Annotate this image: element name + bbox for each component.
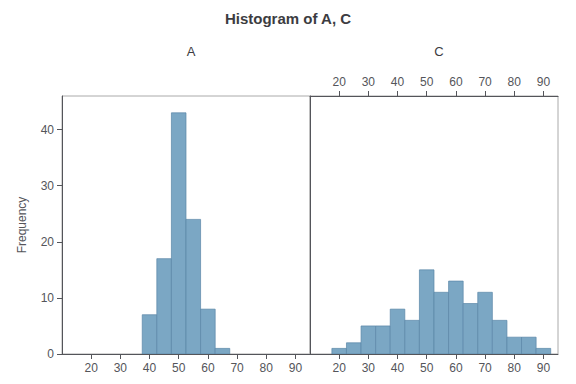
svg-text:40: 40 [391,75,405,89]
svg-text:70: 70 [230,361,244,375]
svg-text:30: 30 [362,75,376,89]
svg-text:50: 50 [420,361,434,375]
svg-text:70: 70 [478,75,492,89]
svg-text:30: 30 [114,361,128,375]
svg-text:60: 60 [449,361,463,375]
svg-text:Frequency: Frequency [15,197,29,254]
svg-text:80: 80 [508,361,522,375]
svg-text:A: A [187,44,196,59]
svg-text:60: 60 [201,361,215,375]
svg-text:40: 40 [143,361,157,375]
svg-text:90: 90 [289,361,303,375]
svg-text:60: 60 [449,75,463,89]
svg-text:20: 20 [332,75,346,89]
svg-text:20: 20 [332,361,346,375]
svg-text:50: 50 [420,75,434,89]
svg-text:90: 90 [537,361,551,375]
svg-text:C: C [434,44,443,59]
svg-text:10: 10 [41,291,55,305]
svg-text:20: 20 [41,235,55,249]
svg-text:Histogram of A, C: Histogram of A, C [225,10,351,27]
svg-text:30: 30 [362,361,376,375]
svg-text:80: 80 [260,361,274,375]
svg-text:90: 90 [537,75,551,89]
svg-text:80: 80 [508,75,522,89]
svg-text:50: 50 [172,361,186,375]
svg-text:70: 70 [478,361,492,375]
svg-text:0: 0 [47,347,54,361]
svg-text:40: 40 [41,123,55,137]
svg-text:20: 20 [84,361,98,375]
svg-text:30: 30 [41,179,55,193]
svg-text:40: 40 [391,361,405,375]
